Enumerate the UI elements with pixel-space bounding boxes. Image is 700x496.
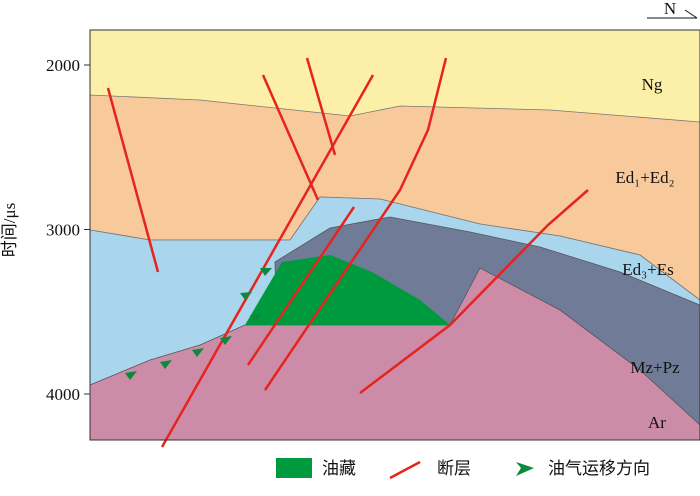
north-arrow-head bbox=[684, 9, 698, 19]
legend-fault-swatch bbox=[389, 460, 421, 480]
layer-label: Ed₁+Ed₂ bbox=[615, 168, 674, 187]
layer-label: Ng bbox=[642, 75, 663, 94]
legend-label: 油藏 bbox=[322, 459, 356, 478]
north-label: N bbox=[664, 0, 676, 18]
layer-label: Ed₃+Es bbox=[622, 260, 673, 279]
frame bbox=[89, 29, 700, 441]
migration-arrows bbox=[125, 268, 272, 380]
legend-oil-swatch bbox=[276, 458, 312, 478]
tick-label: 2000 bbox=[46, 56, 80, 75]
layer-label: Ar bbox=[648, 413, 666, 432]
faults bbox=[106, 57, 589, 448]
oil-reservoir bbox=[245, 255, 450, 325]
axis-label: 时间/μs bbox=[0, 203, 19, 257]
tick-label: 3000 bbox=[46, 221, 80, 240]
legend-label: 断层 bbox=[437, 459, 471, 478]
tick-label: 4000 bbox=[46, 385, 80, 404]
ticks: 2000 3000 4000 bbox=[46, 56, 90, 404]
legend-label: 油气运移方向 bbox=[548, 459, 650, 478]
layer-label: Mz+Pz bbox=[630, 358, 680, 377]
legend-arrow-swatch bbox=[516, 462, 534, 476]
